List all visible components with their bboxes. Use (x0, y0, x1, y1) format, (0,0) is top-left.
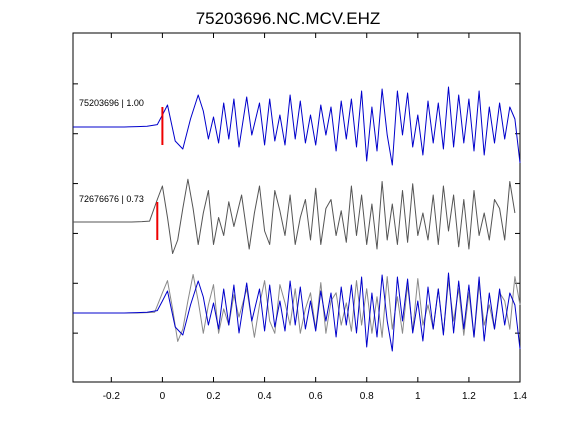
x-tick-label: 1 (415, 391, 421, 402)
x-tick-label: 1.2 (462, 391, 476, 402)
series-master (73, 86, 521, 166)
plot-frame (72, 32, 521, 383)
trace-label-master: 75203696 | 1.00 (79, 98, 144, 108)
series-overlay-master (73, 272, 521, 352)
trace-label-correlated: 72676676 | 0.73 (79, 194, 144, 204)
x-tick-label: 0.6 (309, 391, 323, 402)
x-tick-label: 0.8 (360, 391, 374, 402)
x-tick-label: 1.4 (513, 391, 527, 402)
x-tick-label: 0.2 (207, 391, 221, 402)
series-correlated (73, 178, 516, 254)
x-tick-label: 0 (160, 391, 166, 402)
x-ticks: -0.2 0 0.2 0.4 0.6 0.8 1 1.2 1.4 (103, 33, 527, 402)
x-tick-label: -0.2 (103, 391, 121, 402)
series-overlay-correlated (73, 274, 521, 342)
x-tick-label: 0.4 (258, 391, 272, 402)
traces (73, 86, 521, 352)
chart-title: 75203696.NC.MCV.EHZ (196, 9, 381, 28)
